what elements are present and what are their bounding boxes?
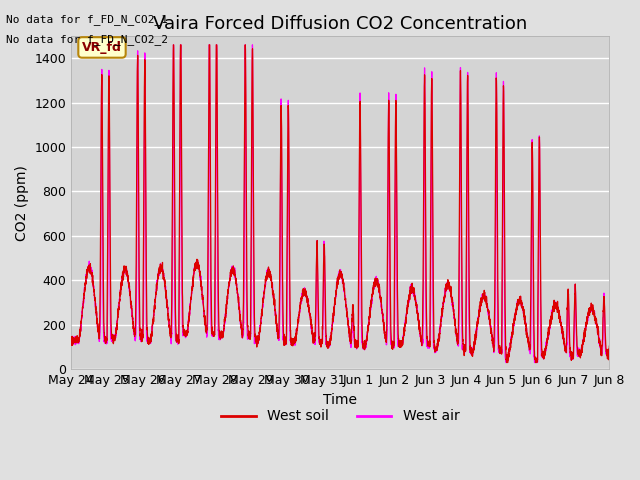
X-axis label: Time: Time [323, 393, 357, 407]
West air [164, 308, 172, 313]
West air [461, 346, 468, 351]
West soil [605, 346, 612, 352]
Line: West soil: West soil [71, 45, 609, 362]
West soil [164, 312, 172, 317]
West soil [321, 241, 328, 247]
Text: No data for f_FD_N_CO2_2: No data for f_FD_N_CO2_2 [6, 34, 168, 45]
Line: West air: West air [71, 45, 609, 362]
West soil [431, 349, 439, 355]
West soil [492, 202, 499, 207]
West air [431, 345, 439, 351]
West air [605, 349, 612, 355]
West air [605, 351, 613, 357]
Y-axis label: CO2 (ppm): CO2 (ppm) [15, 165, 29, 240]
Title: Vaira Forced Diffusion CO2 Concentration: Vaira Forced Diffusion CO2 Concentration [153, 15, 527, 33]
West air [321, 240, 328, 245]
West soil [67, 334, 75, 340]
West soil [170, 42, 177, 48]
West soil [461, 346, 468, 351]
West air [502, 360, 510, 365]
West air [492, 267, 499, 273]
West air [67, 338, 75, 344]
West air [170, 42, 177, 48]
Text: VR_fd: VR_fd [82, 41, 122, 54]
West soil [503, 360, 511, 365]
Legend: West soil, West air: West soil, West air [216, 404, 465, 429]
Text: No data for f_FD_N_CO2_1: No data for f_FD_N_CO2_1 [6, 14, 168, 25]
West soil [605, 343, 613, 349]
